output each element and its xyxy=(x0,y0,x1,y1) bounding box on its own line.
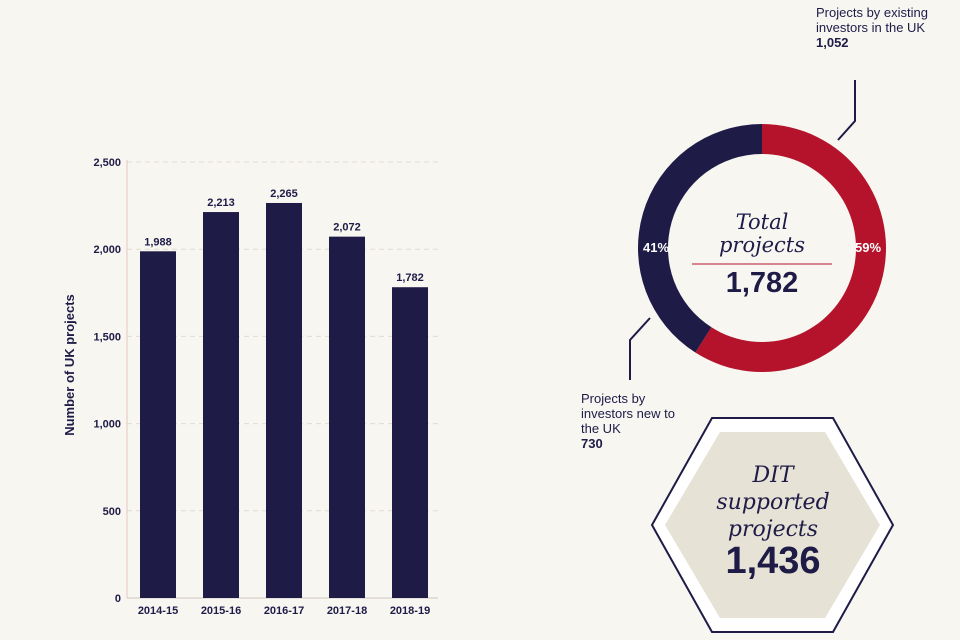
bar-value-label: 2,265 xyxy=(270,188,298,200)
callout-existing-text: Projects by existing investors in the UK xyxy=(816,5,928,35)
bar-value-label: 2,072 xyxy=(333,222,361,234)
donut-slice-new xyxy=(637,124,762,353)
donut-center-title-line1: Total xyxy=(735,210,789,234)
x-tick-label: 2018-19 xyxy=(390,605,430,617)
y-tick-label: 2,000 xyxy=(93,244,121,256)
x-tick-label: 2017-18 xyxy=(327,605,367,617)
donut-center-title-line2: projects xyxy=(718,233,806,257)
x-tick-labels: 2014-15 2015-16 2016-17 2017-18 2018-19 xyxy=(138,605,430,617)
x-tick-label: 2015-16 xyxy=(201,605,241,617)
bar-2018-19 xyxy=(392,287,428,598)
donut-percent-labels: 59% 41% xyxy=(643,240,881,255)
callout-leader-new xyxy=(629,317,651,380)
donut-center-value: 1,782 xyxy=(725,267,799,299)
bar-2017-18 xyxy=(329,236,365,599)
bar-value-label: 2,213 xyxy=(207,197,235,209)
donut-percent-label: 41% xyxy=(643,240,669,255)
bar-value-labels: 1,988 2,213 2,265 2,072 1,782 xyxy=(144,188,424,284)
y-tick-label: 0 xyxy=(115,593,121,605)
x-tick-label: 2016-17 xyxy=(264,605,304,617)
y-axis-label: Number of UK projects xyxy=(62,294,77,436)
y-tick-label: 1,500 xyxy=(93,331,121,343)
hexagon-inner xyxy=(665,432,880,618)
hexagon-title-line3: projects xyxy=(727,517,819,542)
y-tick-label: 2,500 xyxy=(93,157,121,169)
y-tick-labels: 0 500 1,000 1,500 2,000 2,500 xyxy=(93,157,121,605)
callout-new-text: Projects by investors new to the UK xyxy=(581,391,675,436)
bars xyxy=(140,202,428,599)
callout-existing-investors: Projects by existing investors in the UK… xyxy=(816,5,956,50)
callout-new-value: 730 xyxy=(581,436,603,451)
donut-percent-label: 59% xyxy=(855,240,881,255)
x-tick-label: 2014-15 xyxy=(138,605,178,617)
hexagon-title-line2: supported xyxy=(716,490,830,515)
bar-2016-17 xyxy=(266,202,302,598)
donut-slice-existing xyxy=(695,124,886,372)
hexagon-value: 1,436 xyxy=(725,540,821,582)
bar-2015-16 xyxy=(203,212,239,598)
y-tick-label: 500 xyxy=(103,506,121,518)
bar-2014-15 xyxy=(140,251,176,599)
bar-value-label: 1,782 xyxy=(396,272,424,284)
hexagon-title: DIT supported projects xyxy=(700,462,846,543)
bar-value-label: 1,988 xyxy=(144,236,172,248)
callout-new-investors: Projects by investors new to the UK 730 xyxy=(581,391,691,451)
y-tick-label: 1,000 xyxy=(93,419,121,431)
donut-slices xyxy=(637,124,886,372)
hexagon-title-line1: DIT xyxy=(752,463,794,488)
callout-leader-existing xyxy=(837,80,856,141)
callout-existing-value: 1,052 xyxy=(816,35,849,50)
